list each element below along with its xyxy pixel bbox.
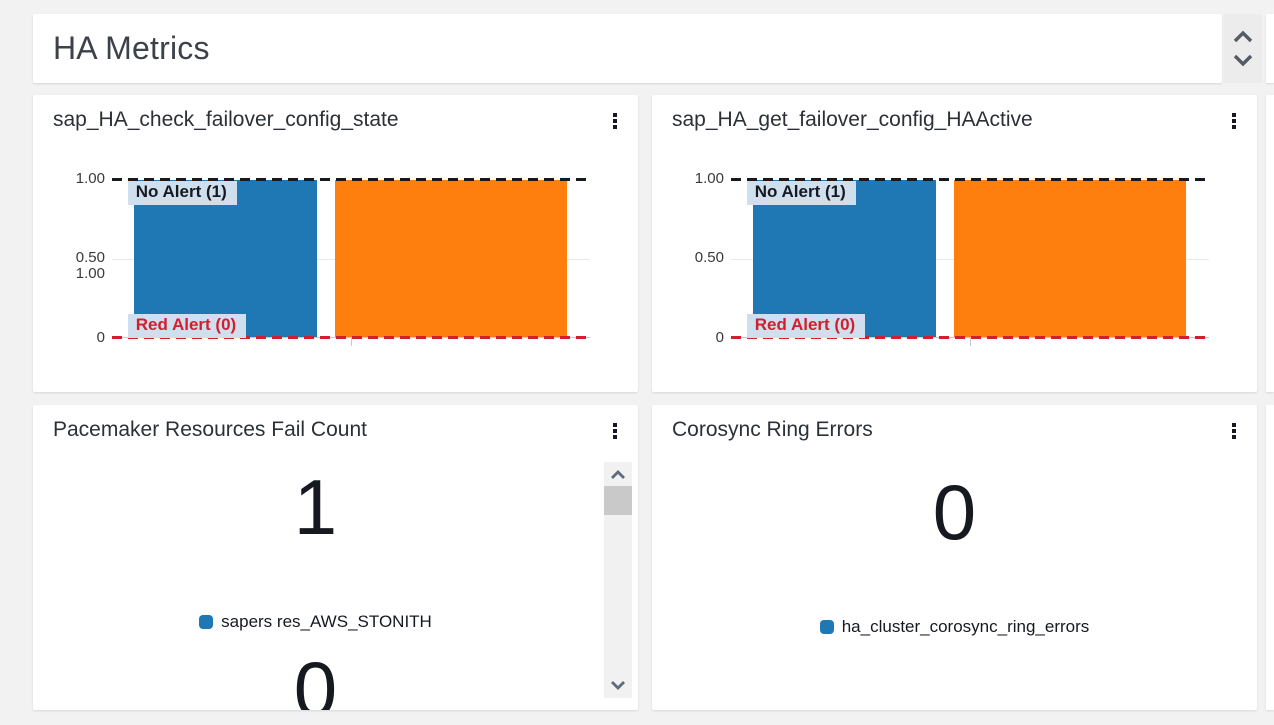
bar-series-blue[interactable] <box>133 180 318 338</box>
legend-item[interactable]: ha_cluster_corosync_ring_errors <box>652 617 1257 637</box>
x-axis-tick <box>351 338 352 346</box>
chevron-down-icon <box>611 681 625 690</box>
legend-label: ha_cluster_corosync_ring_errors <box>841 617 1090 636</box>
bar-chart-plot-area: No Alert (1) Red Alert (0) <box>731 178 1209 346</box>
scrollbar-thumb[interactable] <box>604 486 632 515</box>
red-alert-threshold-line <box>731 336 1209 339</box>
legend-item[interactable]: sapers res_AWS_STONITH <box>33 612 598 632</box>
y-tick-label: 0 <box>715 329 724 346</box>
clipped-header-panel <box>1266 14 1274 83</box>
widget-get-failover-config-haactive: sap_HA_get_failover_config_HAActive 1.00… <box>652 95 1257 392</box>
widget-menu-button[interactable] <box>1223 108 1245 134</box>
scrollbar-down-button[interactable] <box>604 674 632 696</box>
metric-value-next: 0 <box>293 645 338 710</box>
widget-menu-button[interactable] <box>1223 418 1245 444</box>
y-tick-label: 0 <box>96 329 105 346</box>
red-alert-threshold-line <box>112 336 590 339</box>
bar-chart-plot-area: No Alert (1) Red Alert (0) <box>112 178 590 346</box>
bar-series-orange[interactable] <box>954 180 1187 338</box>
chevron-down-icon <box>1233 54 1253 67</box>
metric-value: 0 <box>932 468 977 556</box>
legend-color-dot <box>819 620 834 634</box>
y-tick-label: 0.50 <box>694 249 724 266</box>
widget-corosync-ring-errors: Corosync Ring Errors 0 ha_cluster_corosy… <box>652 405 1257 710</box>
bar-series-orange[interactable] <box>335 180 568 338</box>
no-alert-annotation-label: No Alert (1) <box>746 181 856 205</box>
scrollbar-up-button[interactable] <box>604 464 632 486</box>
widget-title: Corosync Ring Errors <box>672 418 873 441</box>
no-alert-annotation-label: No Alert (1) <box>127 181 237 205</box>
widget-menu-button[interactable] <box>604 418 626 444</box>
clipped-widget-panel-bottom <box>1266 405 1274 710</box>
y-tick-label: 0.50 <box>75 249 105 266</box>
x-axis-tick <box>970 338 971 346</box>
widget-title: Pacemaker Resources Fail Count <box>53 418 367 441</box>
widget-scrollbar[interactable] <box>604 462 632 698</box>
clipped-widget-panel-top <box>1266 95 1274 392</box>
y-tick-label: 1.00 <box>75 265 105 282</box>
chevron-up-icon <box>611 470 625 479</box>
widget-title: sap_HA_check_failover_config_state <box>53 108 399 131</box>
no-alert-threshold-line <box>112 178 590 181</box>
widget-title: sap_HA_get_failover_config_HAActive <box>672 108 1033 131</box>
scroll-up-button[interactable] <box>1232 29 1254 44</box>
widget-menu-button[interactable] <box>604 108 626 134</box>
header-scroll-control <box>1224 14 1262 83</box>
scroll-down-button[interactable] <box>1232 53 1254 68</box>
chevron-up-icon <box>1233 30 1253 43</box>
legend-color-dot <box>199 615 214 629</box>
dashboard-header: HA Metrics <box>33 14 1222 83</box>
page-title: HA Metrics <box>53 30 210 66</box>
red-alert-annotation-label: Red Alert (0) <box>127 314 247 338</box>
legend-label: sapers res_AWS_STONITH <box>221 612 432 631</box>
no-alert-threshold-line <box>731 178 1209 181</box>
widget-check-failover-config-state: sap_HA_check_failover_config_state 1.00 … <box>33 95 638 392</box>
widget-pacemaker-fail-count: Pacemaker Resources Fail Count 1 sapers … <box>33 405 638 710</box>
red-alert-annotation-label: Red Alert (0) <box>746 314 866 338</box>
bar-series-blue[interactable] <box>752 180 937 338</box>
metric-value: 1 <box>293 463 338 551</box>
y-tick-label: 1.00 <box>75 170 105 187</box>
y-tick-label: 1.00 <box>694 170 724 187</box>
